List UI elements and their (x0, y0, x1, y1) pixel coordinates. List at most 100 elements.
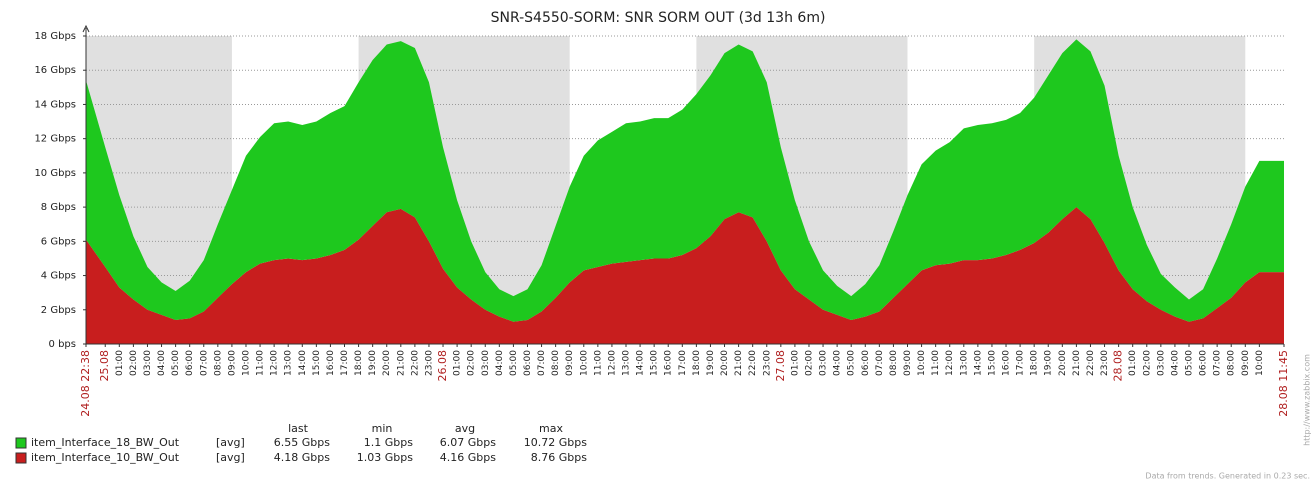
x-tick-label: 08:00 (889, 350, 899, 376)
x-tick-label: 03:00 (143, 350, 153, 376)
x-tick-label: 05:00 (847, 350, 857, 376)
x-tick-label: 23:00 (1100, 350, 1110, 376)
x-tick-label: 07:00 (875, 350, 885, 376)
x-tick-label: 01:00 (1128, 350, 1138, 376)
legend-value: 1.1 Gbps (364, 436, 413, 449)
x-tick-label: 26.08 (436, 350, 449, 382)
x-tick-label: 06:00 (523, 350, 533, 376)
x-tick-label: 21:00 (1072, 350, 1082, 376)
x-tick-label: 01:00 (790, 350, 800, 376)
legend-value: 8.76 Gbps (531, 451, 587, 464)
x-tick-label: 21:00 (396, 350, 406, 376)
x-tick-label: 09:00 (227, 350, 237, 376)
x-tick-label: 15:00 (312, 350, 322, 376)
x-tick-label: 15:00 (650, 350, 660, 376)
x-tick-label: 22:00 (410, 350, 420, 376)
x-tick-label: 14:00 (636, 350, 646, 376)
x-tick-label: 23:00 (762, 350, 772, 376)
legend-swatch (15, 437, 27, 449)
x-tick-label: 08:00 (1227, 350, 1237, 376)
x-tick-label: 20:00 (1058, 350, 1068, 376)
x-tick-label: 02:00 (467, 350, 477, 376)
y-tick-label: 12 Gbps (34, 134, 76, 145)
y-tick-label: 16 Gbps (34, 65, 76, 76)
x-tick-label: 23:00 (424, 350, 434, 376)
x-tick-label: 17:00 (1016, 350, 1026, 376)
axes: 0 bps 2 Gbps 4 Gbps 6 Gbps 8 Gbps 10 Gbps 12 G… (34, 24, 1290, 417)
legend-value: 1.03 Gbps (357, 451, 413, 464)
x-tick-label: 10:00 (579, 350, 589, 376)
x-tick-label: 12:00 (945, 350, 955, 376)
x-tick-label: 05:00 (509, 350, 519, 376)
x-tick-label: 02:00 (129, 350, 139, 376)
x-tick-label: 20:00 (382, 350, 392, 376)
y-tick-label: 4 Gbps (41, 271, 76, 282)
x-tick-label: 18:00 (692, 350, 702, 376)
chart-title: SNR-S4550-SORM: SNR SORM OUT (3d 13h 6m) (491, 10, 826, 26)
x-tick-label: 15:00 (987, 350, 997, 376)
x-tick-label: 06:00 (185, 350, 195, 376)
x-tick-label: 14:00 (298, 350, 308, 376)
x-tick-label: 19:00 (368, 350, 378, 376)
x-tick-label: 03:00 (1156, 350, 1166, 376)
y-tick-label: 8 Gbps (41, 202, 76, 213)
x-tick-label: 18:00 (354, 350, 364, 376)
watermark: http://www.zabbix.com (1303, 354, 1312, 446)
legend-swatch (15, 452, 27, 464)
legend-value: 4.18 Gbps (274, 451, 330, 464)
x-tick-label: 16:00 (326, 350, 336, 376)
x-tick-label: 11:00 (256, 350, 266, 376)
legend-header: avg (455, 422, 475, 435)
legend-header: max (539, 422, 563, 435)
x-tick-label: 25.08 (98, 350, 111, 382)
x-tick-label: 16:00 (664, 350, 674, 376)
x-tick-label: 08:00 (213, 350, 223, 376)
y-axis-arrow (82, 24, 90, 33)
x-tick-label: 08:00 (551, 350, 561, 376)
y-tick-label: 18 Gbps (34, 31, 76, 42)
x-tick-label: 21:00 (734, 350, 744, 376)
y-tick-label: 6 Gbps (41, 236, 76, 247)
x-tick-label: 27.08 (774, 350, 787, 382)
x-tick-label: 09:00 (903, 350, 913, 376)
x-tick-label: 07:00 (1213, 350, 1223, 376)
x-tick-label: 24.08 22:38 (79, 350, 92, 417)
x-tick-label: 04:00 (1170, 350, 1180, 376)
x-tick-label: 01:00 (115, 350, 125, 376)
legend-value: 4.16 Gbps (440, 451, 496, 464)
area (86, 39, 1284, 322)
y-tick-label: 0 bps (49, 339, 76, 350)
x-tick-label: 09:00 (565, 350, 575, 376)
x-tick-label: 06:00 (861, 350, 871, 376)
x-tick-label: 13:00 (622, 350, 632, 376)
x-tick-label: 10:00 (917, 350, 927, 376)
x-tick-label: 05:00 (171, 350, 181, 376)
x-tick-label: 16:00 (1002, 350, 1012, 376)
x-tick-label: 12:00 (270, 350, 280, 376)
y-tick-label: 2 Gbps (41, 305, 76, 316)
x-tick-label: 02:00 (1142, 350, 1152, 376)
area (86, 207, 1284, 344)
x-tick-label: 17:00 (340, 350, 350, 376)
legend-func: [avg] (216, 436, 245, 449)
x-tick-label: 13:00 (959, 350, 969, 376)
x-tick-label: 02:00 (804, 350, 814, 376)
x-tick-label: 10:00 (241, 350, 251, 376)
legend-name: item_Interface_10_BW_Out (31, 451, 180, 464)
x-tick-label: 04:00 (157, 350, 167, 376)
x-tick-label: 07:00 (199, 350, 209, 376)
legend-header: min (372, 422, 393, 435)
x-tick-label: 04:00 (495, 350, 505, 376)
x-tick-label: 18:00 (1030, 350, 1040, 376)
x-tick-label: 19:00 (1044, 350, 1054, 376)
x-tick-label: 13:00 (284, 350, 294, 376)
x-tick-label: 11:00 (593, 350, 603, 376)
x-tick-label: 07:00 (537, 350, 547, 376)
x-tick-label: 04:00 (833, 350, 843, 376)
legend-name: item_Interface_18_BW_Out (31, 436, 180, 449)
x-tick-label: 09:00 (1241, 350, 1251, 376)
footer: Data from trends. Generated in 0.23 sec. (1145, 472, 1310, 481)
x-tick-label: 11:00 (931, 350, 941, 376)
x-tick-label: 20:00 (720, 350, 730, 376)
